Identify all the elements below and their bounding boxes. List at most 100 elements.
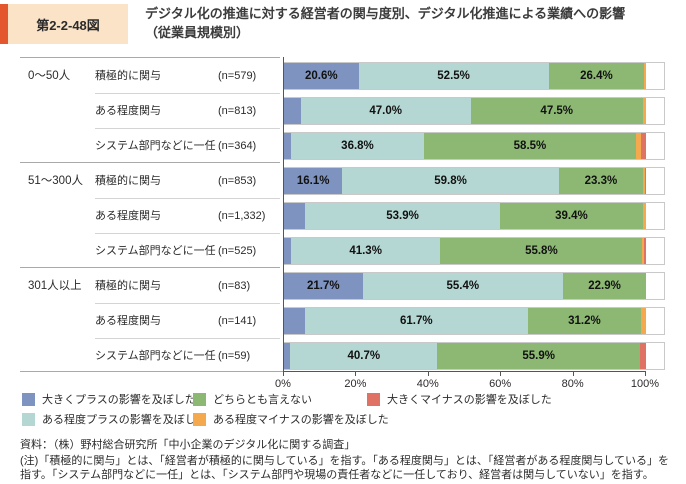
row-label: 積極的に関与 <box>95 70 161 82</box>
figure-number: 第2-2-48図 <box>36 17 100 33</box>
segment-plus-large <box>284 308 305 334</box>
row-label: 積極的に関与 <box>95 175 161 187</box>
segment-minus-some <box>644 63 646 89</box>
segment-neutral: 31.2% <box>527 308 641 334</box>
legend-item: どちらとも言えない <box>193 392 312 406</box>
segment-value-label: 26.4% <box>580 70 613 82</box>
legend-item: 大きくプラスの影響を及ぼした <box>22 392 196 406</box>
legend-label: どちらとも言えない <box>213 394 312 406</box>
segment-plus-some: 40.7% <box>290 343 438 369</box>
group-label: 51〜300人 <box>28 175 83 187</box>
legend-swatch <box>22 412 35 426</box>
segment-plus-some: 53.9% <box>304 203 501 229</box>
x-axis-tick <box>572 372 574 376</box>
segment-plus-some: 59.8% <box>342 168 559 194</box>
group-separator-line <box>20 267 280 268</box>
segment-value-label: 36.8% <box>341 140 374 152</box>
segment-plus-large <box>284 203 305 229</box>
sample-size-label: (n=364) <box>218 140 257 152</box>
row-separator-line <box>95 198 280 199</box>
group-separator-line <box>20 162 280 163</box>
sample-size-label: (n=579) <box>218 70 257 82</box>
bar-row: 36.8% 58.5% <box>283 132 665 160</box>
x-axis-tick <box>355 372 357 376</box>
segment-value-label: 55.8% <box>525 245 558 257</box>
sample-size-label: (n=141) <box>218 315 257 327</box>
segment-neutral: 23.3% <box>558 168 644 194</box>
segment-neutral: 55.8% <box>440 238 643 264</box>
segment-value-label: 47.0% <box>369 105 402 117</box>
sample-size-label: (n=83) <box>218 280 251 292</box>
x-axis-tick <box>283 372 284 376</box>
segment-minus-some <box>643 168 646 194</box>
segment-neutral: 39.4% <box>500 203 643 229</box>
y-axis-line <box>283 57 284 371</box>
legend-label: 大きくマイナスの影響を及ぼした <box>387 394 552 406</box>
row-separator-line <box>95 303 280 304</box>
bar-stack: 53.9% 39.4% <box>284 203 646 229</box>
segment-value-label: 16.1% <box>296 175 330 187</box>
x-axis-tick-label: 100% <box>630 378 660 390</box>
segment-neutral: 55.9% <box>437 343 640 369</box>
row-separator-line <box>95 338 280 339</box>
segment-plus-large: 16.1% <box>284 168 343 194</box>
segment-plus-some: 52.5% <box>358 63 549 89</box>
segment-value-label: 21.7% <box>306 280 340 292</box>
segment-minus-large <box>645 168 646 194</box>
bar-row: 41.3% 55.8% <box>283 237 665 265</box>
bar-row: 40.7% 55.9% <box>283 342 665 370</box>
segment-neutral: 26.4% <box>548 63 645 89</box>
x-axis-tick-label: 80% <box>561 378 584 390</box>
segment-plus-large <box>284 238 291 264</box>
bar-stack: 16.1% 59.8% 23.3% <box>284 168 646 194</box>
row-label: システム部門などに一任 <box>95 245 216 257</box>
segment-plus-large <box>284 133 291 159</box>
figure-footer: 資料：（株）野村総合研究所「中小企業のデジタル化に関する調査」 (注)「積極的に… <box>20 438 672 483</box>
segment-value-label: 20.6% <box>304 70 338 82</box>
x-axis-tick-label: 40% <box>416 378 439 390</box>
legend-swatch <box>193 392 206 406</box>
segment-neutral: 22.9% <box>563 273 646 299</box>
segment-value-label: 31.2% <box>568 315 601 327</box>
row-separator-line <box>95 128 280 129</box>
segment-plus-large: 20.6% <box>284 63 359 89</box>
bar-stack: 61.7% 31.2% <box>284 308 646 334</box>
segment-value-label: 39.4% <box>555 210 588 222</box>
legend-swatch <box>22 392 35 406</box>
bar-stack: 36.8% 58.5% <box>284 133 646 159</box>
x-axis-tick <box>427 372 429 376</box>
row-separator-line <box>95 93 280 94</box>
legend-label: ある程度マイナスの影響を及ぼした <box>213 414 389 426</box>
segment-value-label: 40.7% <box>347 350 381 362</box>
legend-swatch <box>367 392 380 406</box>
segment-plus-some: 41.3% <box>290 238 441 264</box>
bar-stack: 21.7% 55.4% 22.9% <box>284 273 646 299</box>
x-axis-tick-label: 0% <box>275 378 291 390</box>
sample-size-label: (n=59) <box>218 350 251 362</box>
bar-row: 47.0% 47.5% <box>283 97 665 125</box>
segment-value-label: 41.3% <box>349 245 382 257</box>
row-label: ある程度関与 <box>95 315 161 327</box>
bar-stack: 41.3% 55.8% <box>284 238 646 264</box>
segment-minus-some <box>642 98 646 124</box>
segment-value-label: 55.9% <box>522 350 555 362</box>
segment-plus-large <box>284 98 301 124</box>
x-axis-tick-label: 60% <box>489 378 512 390</box>
segment-value-label: 61.7% <box>399 315 433 327</box>
segment-value-label: 53.9% <box>386 210 419 222</box>
segment-plus-some: 61.7% <box>304 308 528 334</box>
legend-item: ある程度マイナスの影響を及ぼした <box>193 412 389 426</box>
segment-value-label: 52.5% <box>437 70 470 82</box>
row-label: システム部門などに一任 <box>95 350 216 362</box>
segment-value-label: 23.3% <box>584 175 618 187</box>
segment-value-label: 22.9% <box>588 280 621 292</box>
row-label: 積極的に関与 <box>95 280 161 292</box>
figure-title: デジタル化の推進に対する経営者の関与度別、デジタル化推進による業績への影響 （従… <box>145 5 675 43</box>
sample-size-label: (n=525) <box>218 245 257 257</box>
definition-note: (注)「積極的に関与」とは、「経営者が積極的に関与している」を指す。「ある程度関… <box>20 454 670 482</box>
row-label: ある程度関与 <box>95 210 161 222</box>
segment-value-label: 59.8% <box>434 175 467 187</box>
segment-plus-some: 36.8% <box>290 133 425 159</box>
bar-row: 53.9% 39.4% <box>283 202 665 230</box>
